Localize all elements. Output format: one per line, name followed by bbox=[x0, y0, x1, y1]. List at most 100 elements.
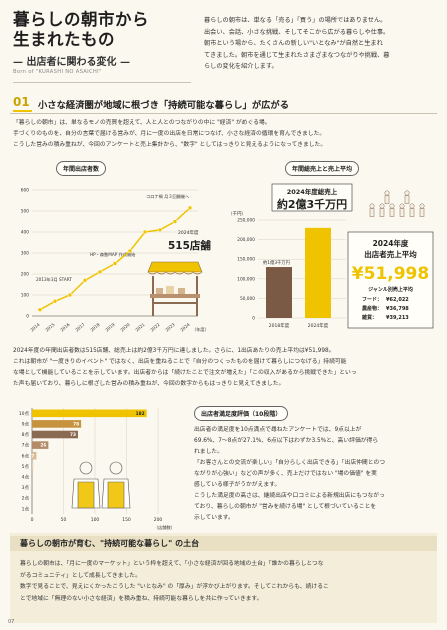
y-tick-label: 100 bbox=[21, 293, 29, 299]
para-line: ており、暮らしの朝市が "営みを続ける場" として根づいていることを bbox=[194, 504, 377, 510]
satisfaction-text: 出店者の満足度を10点満点で尋ねたアンケートでは、9点以上が 69.6%、7〜8… bbox=[194, 425, 439, 524]
satisfaction-bar bbox=[32, 420, 82, 428]
intro-line: 朝市という場から、たくさんの新しい"いとなみ"が自然と生まれ bbox=[204, 40, 383, 47]
y-axis-unit: （千円） bbox=[228, 210, 246, 217]
footer-title-bar bbox=[10, 536, 437, 551]
satisfaction-bar bbox=[32, 430, 78, 439]
section-divider bbox=[10, 113, 437, 114]
y-tick-label: 500 bbox=[21, 209, 29, 215]
data-point bbox=[97, 269, 103, 275]
x-tick-label: 2020 bbox=[119, 322, 131, 333]
para-line: 69.6%、7〜8点が27.1%、6点以下はわずか3.5%と、高い評価が得ら bbox=[194, 438, 379, 444]
y-tick-label: 9点 bbox=[22, 422, 30, 428]
para-line: 数字で見ることで、見えにくかったこうした "いとなみ" の「厚み」が浮かび上がり… bbox=[20, 584, 329, 590]
average-label-1: 2024年度 bbox=[373, 238, 409, 248]
satisfaction-bar bbox=[32, 409, 147, 418]
data-point bbox=[142, 229, 148, 235]
y-tick-label: 300 bbox=[21, 251, 29, 257]
genre-goods-value: ¥39,213 bbox=[386, 315, 409, 321]
annotation-hp: HP・森塾MAP 作成開始 bbox=[90, 251, 136, 258]
y-tick-label: 200,000 bbox=[237, 237, 255, 243]
stores-line-chart: 0 100 200 300 400 500 600 2013年3月 START HP・森塾M… bbox=[21, 188, 212, 334]
headline-value: 約2億3千万円 bbox=[277, 197, 347, 211]
data-point bbox=[172, 219, 178, 224]
para-line: 手づくりのものを、自分の言葉で届ける営みが、月に一度の出店を日常につなげ、小さな… bbox=[13, 131, 326, 137]
y-tick-label: 2点 bbox=[22, 496, 30, 502]
para-line: 感している様子がうかがえます。 bbox=[194, 482, 281, 488]
page-title: 暮らしの朝市から 生まれたもの bbox=[13, 10, 149, 50]
data-point bbox=[157, 227, 163, 233]
y-tick-label: 10点 bbox=[19, 411, 30, 417]
data-point bbox=[52, 299, 58, 304]
para-line: とで地域に「無理のない小さな経済」を積み重ね、持続可能な暮らしを共に作っていきま… bbox=[20, 595, 263, 602]
title-line-2: 生まれたもの bbox=[13, 30, 115, 49]
data-label: 26 bbox=[40, 443, 46, 449]
x-tick-label: 2024 bbox=[179, 322, 191, 333]
y-tick-label: 6点 bbox=[22, 453, 30, 459]
page-number: 07 bbox=[8, 619, 15, 625]
annotation-year: 2024年度 bbox=[178, 229, 199, 236]
vendors-illustration bbox=[71, 461, 131, 509]
data-label: 2 bbox=[28, 464, 31, 470]
para-line: 示しています。 bbox=[194, 515, 234, 521]
satisfaction-tag: 出店者満足度評価（10段階） bbox=[194, 406, 289, 421]
sales-bar bbox=[305, 227, 331, 318]
annotation-start: 2013年3月 START bbox=[36, 276, 72, 283]
data-label: 182 bbox=[136, 411, 145, 417]
section-number: 01 bbox=[13, 95, 32, 112]
para-line: こうした営みの積み重ねが、今回のアンケートと売上集計から、"数字" としてはっき… bbox=[13, 142, 327, 148]
x-tick-label: 2018年度 bbox=[269, 322, 290, 329]
y-tick-label: 8点 bbox=[22, 432, 30, 438]
x-tick-label: 2016 bbox=[59, 322, 71, 333]
x-tick-label: 2015 bbox=[44, 322, 56, 333]
x-axis-unit: （年度） bbox=[192, 326, 209, 333]
average-box bbox=[347, 231, 434, 329]
para-line: こうした満足度の高さは、継続出店や口コミによる新規出店にもつながっ bbox=[194, 493, 385, 499]
genre-produce-value: ¥36,798 bbox=[386, 306, 409, 312]
page-subtitle: — 出店者に関わる変化 — bbox=[13, 57, 130, 68]
y-tick-label: 600 bbox=[21, 188, 29, 194]
genre-title: ジャンル別売上平均 bbox=[368, 286, 413, 293]
y-tick-label: 200 bbox=[21, 272, 29, 278]
y-tick-label: 250,000 bbox=[237, 218, 255, 224]
data-point bbox=[82, 278, 88, 283]
x-tick-label: 2019 bbox=[104, 322, 116, 333]
market-stall-illustration bbox=[147, 261, 203, 316]
market-people-illustration bbox=[369, 190, 425, 217]
title-line-1: 暮らしの朝市から bbox=[13, 10, 149, 29]
headline-box bbox=[271, 183, 353, 212]
x-tick-label: 2024年度 bbox=[308, 322, 329, 329]
sales-bar-chart: 2024年度総売上 約2億3千万円 （千円） 0 50,000 100,000 150… bbox=[228, 183, 434, 329]
sales-tag: 年間総売上と売上平均 bbox=[285, 161, 360, 176]
data-label: 7 bbox=[31, 453, 34, 459]
para-line: 2024年度の年間出店者数は515店舗、総売上は約2億3千万円に達しました。さら… bbox=[13, 348, 335, 354]
data-point bbox=[67, 292, 73, 298]
para-line: 暮らしの朝市は、「月に一度のマーケット」という枠を超えて、「小さな経済が回る地域… bbox=[20, 561, 324, 567]
para-line: な場として機能していることを示しています。出店者からは「続けたことで注文が増えた… bbox=[13, 370, 357, 376]
genre-food-value: ¥62,022 bbox=[386, 297, 409, 303]
y-tick-label: 5点 bbox=[22, 464, 30, 470]
para-line: 出店者の満足度を10点満点で尋ねたアンケートでは、9点以上が bbox=[194, 427, 362, 433]
genre-food-name: フード： bbox=[362, 297, 382, 303]
data-point bbox=[127, 248, 133, 254]
intro-line: 暮らしの朝市は、単なる「売る」「買う」の場所ではありません。 bbox=[204, 17, 387, 24]
data-label: 73 bbox=[70, 432, 76, 438]
para-line: これは朝市が "一度きりのイベント" ではなく、出店を重ねることで「自分のつくっ… bbox=[13, 359, 347, 365]
footer-title: 暮らしの朝市が育む、"持続可能な暮らし" の土台 bbox=[20, 539, 200, 548]
intro-text: 暮らしの朝市は、単なる「売る」「買う」の場所ではありません。 出会い、会話、小さ… bbox=[204, 15, 436, 73]
results-paragraph: 2024年度の年間出店者数は515店舗、総売上は約2億3千万円に達しました。さら… bbox=[13, 346, 438, 390]
para-line: 「暮らしの朝市」は、単なるモノの売買を超えて、人と人とのつながりの中に "経済"… bbox=[13, 120, 271, 126]
y-tick-label: 4点 bbox=[22, 475, 30, 481]
y-tick-label: 0 bbox=[252, 316, 255, 322]
para-line: れました。 bbox=[194, 449, 223, 455]
satisfaction-bar bbox=[32, 462, 34, 471]
genre-produce-name: 農産物： bbox=[362, 305, 382, 312]
average-label-2: 出店者売上平均 bbox=[364, 249, 417, 259]
satisfaction-bar bbox=[32, 441, 49, 449]
x-tick-label: 2018 bbox=[89, 322, 101, 333]
x-tick-label: 50 bbox=[61, 517, 67, 523]
para-line: がるコミュニティ」として成長してきました。 bbox=[20, 572, 141, 579]
y-tick-label: 400 bbox=[21, 230, 29, 236]
born-caption: Born of "KURASHI NO ASAICHI" bbox=[13, 69, 102, 75]
x-tick-label: 0 bbox=[31, 517, 34, 523]
